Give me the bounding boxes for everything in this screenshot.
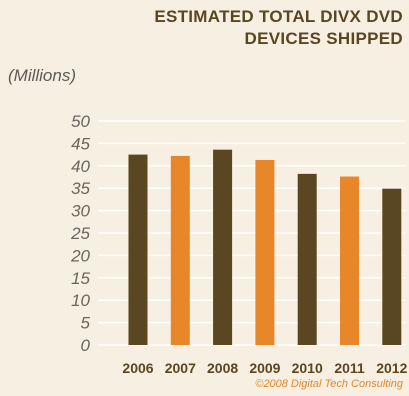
y-axis-label: (Millions) [8,66,76,85]
bar-2008 [213,149,233,345]
y-tick-label: 25 [70,224,90,243]
y-tick-label: 35 [71,179,90,198]
y-tick-label: 15 [71,269,90,288]
x-tick-label: 2012 [376,360,407,376]
bar-2006 [128,154,148,345]
y-tick-label: 40 [71,157,90,176]
y-tick-label: 5 [81,314,91,333]
bar-2012 [382,188,402,345]
bar-2011 [340,176,359,345]
x-tick-label: 2008 [207,360,238,376]
x-tick-label: 2006 [122,360,153,376]
chart-title-line-1: ESTIMATED TOTAL DIVX DVD [154,7,403,26]
y-tick-label: 30 [71,202,90,221]
bar-2007 [170,155,190,345]
x-tick-label: 2009 [249,360,280,376]
chart-title: ESTIMATED TOTAL DIVX DVD DEVICES SHIPPED [103,6,403,50]
bar-2009 [255,159,275,345]
x-tick-label: 2010 [292,360,323,376]
bars [128,149,402,345]
y-axis-ticks: 0 5 10 15 20 25 30 35 40 45 50 [70,112,90,355]
y-tick-label: 45 [71,134,90,153]
y-tick-label: 50 [71,112,90,131]
x-axis-ticks: 2006 2007 2008 2009 2010 2011 2012 [122,360,407,376]
y-tick-label: 10 [71,291,90,310]
x-tick-label: 2011 [334,360,365,376]
bar-2010 [297,173,317,345]
x-tick-label: 2007 [165,360,196,376]
y-tick-label: 0 [81,336,91,355]
chart-title-line-2: DEVICES SHIPPED [244,29,403,48]
y-tick-label: 20 [70,246,90,265]
source-credit: ©2008 Digital Tech Consulting [255,378,403,390]
